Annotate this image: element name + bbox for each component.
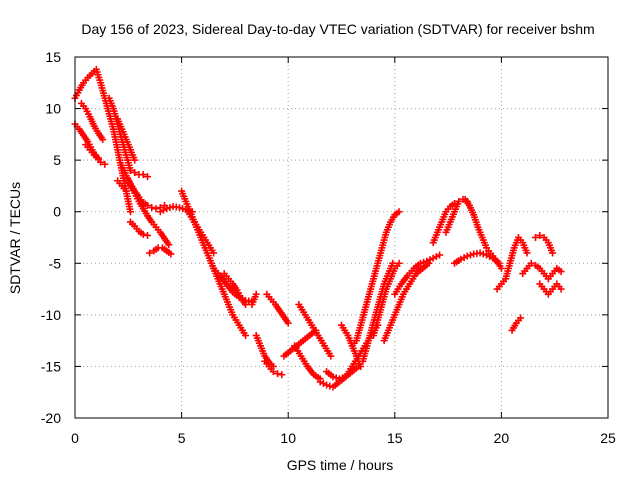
data-point (210, 249, 218, 257)
data-point (143, 173, 151, 181)
x-tick-label: 0 (71, 430, 79, 446)
grid-lines (75, 57, 608, 418)
data-point (163, 205, 171, 213)
y-tick-label: -10 (41, 307, 61, 323)
data-point (131, 156, 139, 164)
x-tick-label: 10 (280, 430, 296, 446)
x-ticks: 0 5 10 15 20 25 (71, 57, 616, 446)
data-point (148, 204, 156, 212)
data-point (323, 381, 331, 389)
data-point (146, 249, 154, 257)
data-point (101, 160, 109, 168)
data-marks (71, 65, 565, 391)
data-point (139, 230, 147, 238)
data-point-fill (479, 250, 487, 258)
data-point (357, 362, 365, 370)
data-point (139, 171, 147, 179)
data-point (131, 169, 139, 177)
x-tick-label: 25 (600, 430, 616, 446)
y-ticks: 15 10 5 0 -5 -10 -15 -20 (41, 49, 608, 426)
data-point-fill (420, 258, 428, 266)
data-point (242, 301, 250, 309)
data-point (97, 158, 105, 166)
data-point (99, 136, 107, 144)
x-tick-label: 15 (387, 430, 403, 446)
x-axis-label: GPS time / hours (287, 457, 394, 473)
data-point (497, 264, 505, 272)
data-point-fill (179, 205, 187, 213)
y-tick-label: 5 (53, 152, 61, 168)
data-point (476, 249, 484, 257)
data-point (165, 241, 173, 249)
y-tick-label: -15 (41, 358, 61, 374)
x-tick-label: 5 (178, 430, 186, 446)
data-point (269, 368, 277, 376)
data-point (175, 204, 183, 212)
data-point-fill (339, 374, 347, 382)
data-point (284, 319, 292, 327)
data-point (557, 285, 565, 293)
plot-frame (74, 56, 609, 419)
data-point (329, 373, 337, 381)
data-point (335, 375, 343, 383)
x-tick-label: 20 (494, 430, 510, 446)
data-point (126, 208, 134, 216)
data-point (527, 259, 535, 267)
data-point (278, 371, 286, 379)
data-point (252, 290, 260, 298)
data-point (557, 268, 565, 276)
data-point (463, 252, 471, 260)
data-point (389, 259, 397, 267)
y-tick-label: 15 (45, 49, 61, 65)
data-point (122, 187, 130, 195)
y-tick-label: 10 (45, 101, 61, 117)
data-point-fill (332, 374, 340, 382)
data-point (455, 197, 463, 205)
y-tick-label: -20 (41, 410, 61, 426)
data-point (126, 166, 134, 174)
data-point (94, 154, 102, 162)
data-point-fill (466, 251, 474, 259)
data-point (532, 234, 540, 241)
data-point (395, 208, 403, 216)
data-point (523, 249, 531, 257)
data-point (242, 331, 250, 339)
data-point (327, 352, 335, 360)
data-point (517, 314, 525, 322)
data-point (167, 250, 175, 258)
data-point (152, 205, 160, 213)
data-point (274, 370, 282, 378)
data-point (395, 259, 403, 267)
y-axis-label: SDTVAR / TECUs (7, 182, 23, 294)
data-point (536, 231, 544, 239)
y-tick-label: -5 (49, 255, 62, 271)
data-point (416, 259, 424, 267)
data-point-fill (166, 204, 174, 212)
y-tick-label: 0 (53, 204, 61, 220)
data-point (143, 231, 151, 239)
data-point (549, 249, 557, 257)
chart-title: Day 156 of 2023, Sidereal Day-to-day VTE… (81, 21, 594, 37)
data-point (436, 251, 444, 259)
